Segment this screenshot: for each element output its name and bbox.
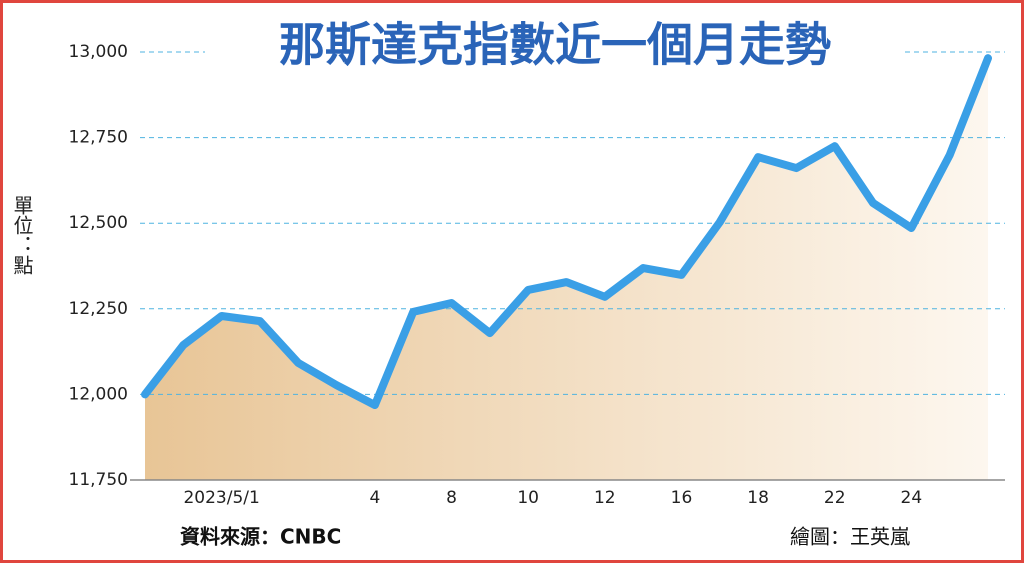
source: 資料來源：CNBC: [180, 525, 341, 549]
x-tick-label: 22: [824, 488, 846, 508]
x-tick-label: 16: [671, 488, 693, 508]
credit: 繪圖：王英嵐: [790, 525, 910, 549]
x-tick-label: 10: [517, 488, 539, 508]
title-bg: [205, 16, 905, 78]
y-tick-label: 12,250: [69, 299, 128, 319]
x-tick-label: 24: [901, 488, 923, 508]
y-tick-label: 12,500: [69, 213, 128, 233]
y-tick-label: 12,000: [69, 384, 128, 404]
chart-title: 那斯達克指數近一個月走勢: [279, 18, 831, 72]
x-tick-label: 18: [747, 488, 769, 508]
y-tick-label: 11,750: [69, 470, 128, 490]
line: [141, 54, 992, 410]
x-tick-label: 8: [446, 488, 457, 508]
plot: 11,750 12,000 12,250 12,500 12,750 13,000 2023…: [69, 42, 1005, 508]
x-tick-label: 2023/5/1: [183, 488, 259, 508]
y-axis-label: 單位：點: [10, 195, 34, 275]
x-tick-label: 4: [369, 488, 380, 508]
x-tick-label: 12: [594, 488, 616, 508]
y-tick-label: 12,750: [69, 128, 128, 148]
y-tick-label: 13,000: [69, 42, 128, 62]
